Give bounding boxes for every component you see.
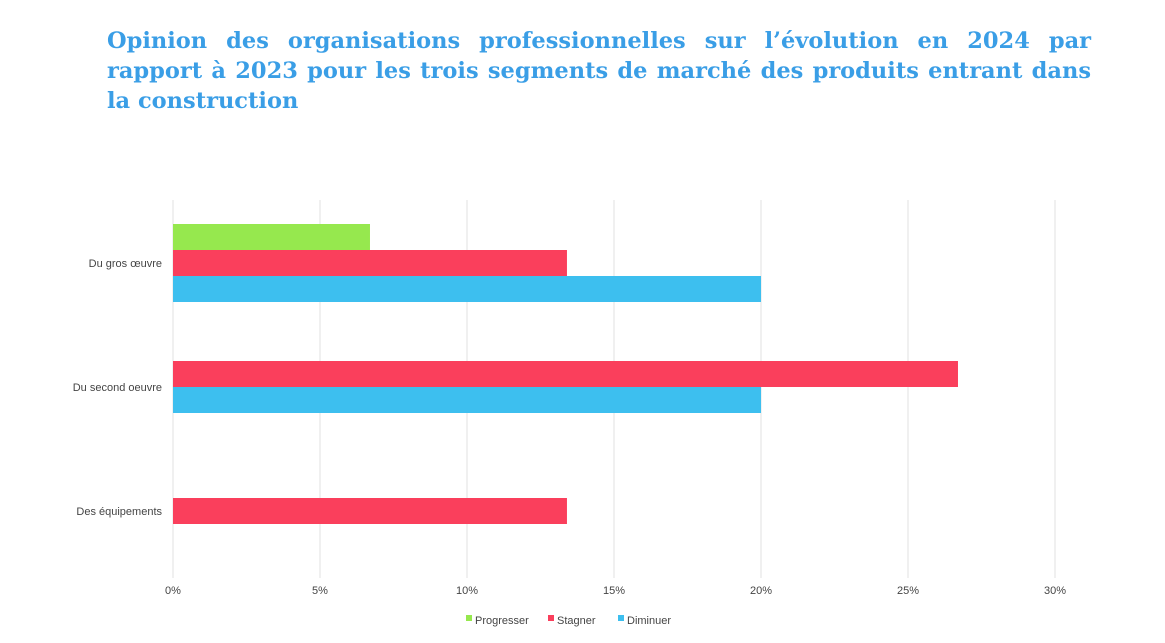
bar-progresser-0 bbox=[173, 224, 370, 250]
chart-title: Opinion des organisations professionnell… bbox=[107, 28, 1091, 114]
category-label: Du second oeuvre bbox=[73, 382, 162, 394]
x-tick-label: 25% bbox=[897, 585, 919, 597]
category-label: Du gros œuvre bbox=[89, 258, 162, 270]
bars bbox=[173, 224, 958, 524]
bar-diminuer-0 bbox=[173, 276, 761, 302]
legend-swatch-diminuer bbox=[618, 615, 624, 621]
category-label: Des équipements bbox=[76, 506, 162, 518]
x-tick-label: 10% bbox=[456, 585, 478, 597]
x-tick-label: 20% bbox=[750, 585, 772, 597]
bar-stagner-1 bbox=[173, 361, 958, 387]
legend-swatch-stagner bbox=[548, 615, 554, 621]
bar-diminuer-1 bbox=[173, 387, 761, 413]
x-tick-labels: 0% 5% 10% 15% 20% 25% 30% bbox=[165, 585, 1066, 597]
bar-stagner-0 bbox=[173, 250, 567, 276]
x-tick-label: 5% bbox=[312, 585, 328, 597]
x-tick-label: 30% bbox=[1044, 585, 1066, 597]
legend-label-progresser: Progresser bbox=[475, 615, 529, 627]
legend-label-diminuer: Diminuer bbox=[627, 615, 671, 627]
legend: Progresser Stagner Diminuer bbox=[466, 615, 671, 627]
x-tick-label: 0% bbox=[165, 585, 181, 597]
legend-label-stagner: Stagner bbox=[557, 615, 596, 627]
x-tick-label: 15% bbox=[603, 585, 625, 597]
legend-swatch-progresser bbox=[466, 615, 472, 621]
category-labels: Du gros œuvre Du second oeuvre Des équipem… bbox=[73, 258, 163, 518]
bar-stagner-2 bbox=[173, 498, 567, 524]
